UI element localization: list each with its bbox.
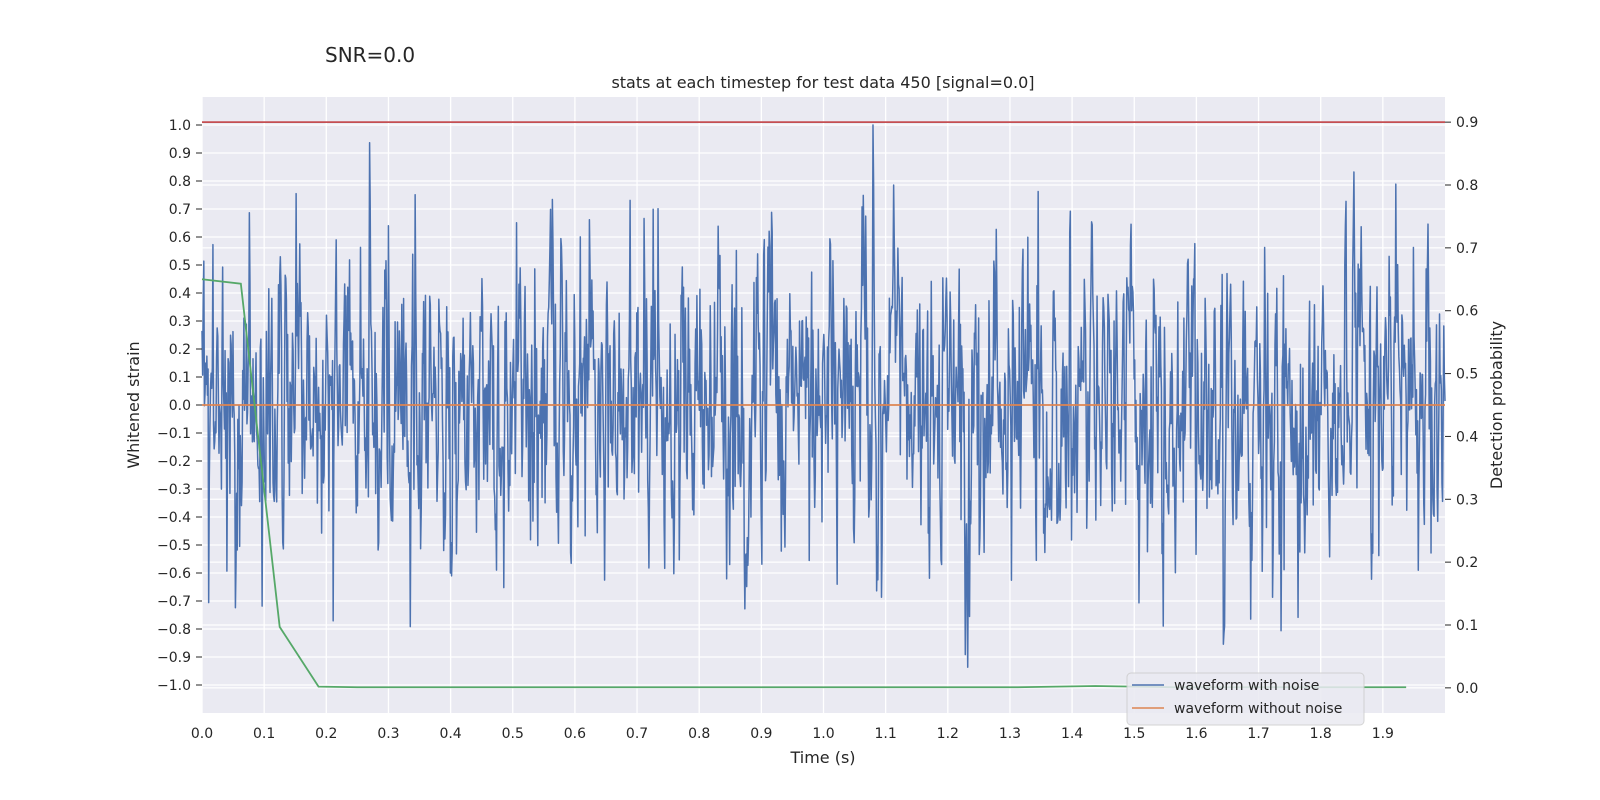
series-waveform-with-noise [201,124,1446,669]
y-axis-label: Whitened strain [124,341,143,468]
y-tick-label: −0.8 [157,622,191,638]
y-tick-label: −0.9 [157,650,191,666]
y-tick-label: −0.4 [157,510,191,526]
x-tick-label: 0.3 [377,726,399,742]
ticks-layer: 0.0 0.1 0.2 0.3 0.4 0.5 0.6 0.7 0.8 0.9 1.0 1.1 1.2 1… [157,115,1478,742]
x-tick-label: 1.8 [1310,726,1332,742]
x-tick-label: 0.1 [253,726,275,742]
legend-label-without-noise: waveform without noise [1174,701,1342,717]
x-tick-label: 1.0 [812,726,834,742]
x-tick-label: 0.4 [439,726,461,742]
y-tick-label: −0.1 [157,426,191,442]
y2-tick-label: 0.9 [1456,115,1478,131]
x-tick-label: 1.6 [1185,726,1207,742]
y-tick-label: −0.6 [157,566,191,582]
y-tick-label: −0.3 [157,482,191,498]
x-tick-label: 0.8 [688,726,710,742]
y2-tick-label: 0.1 [1456,618,1478,634]
y-tick-label: 0.9 [169,146,191,162]
y2-tick-label: 0.0 [1456,681,1478,697]
x-tick-label: 0.0 [191,726,213,742]
x-tick-label: 0.5 [502,726,524,742]
chart-title: stats at each timestep for test data 450… [611,73,1034,92]
x-tick-label: 1.9 [1372,726,1394,742]
y2-tick-label: 0.2 [1456,555,1478,571]
x-tick-label: 0.9 [750,726,772,742]
x-tick-label: 1.3 [999,726,1021,742]
x-tick-label: 1.2 [937,726,959,742]
y-tick-label: −0.2 [157,454,191,470]
x-tick-label: 1.7 [1247,726,1269,742]
y-tick-label: 0.3 [169,314,191,330]
x-tick-label: 1.1 [875,726,897,742]
y-tick-label: 0.7 [169,202,191,218]
legend: waveform with noise waveform without noi… [1126,672,1365,726]
y-tick-label: 0.0 [169,398,191,414]
y-tick-label: 0.2 [169,342,191,358]
x-tick-label: 0.7 [626,726,648,742]
y-tick-label: 0.4 [169,286,191,302]
y-tick-label: 1.0 [169,118,191,134]
y2-tick-label: 0.6 [1456,304,1478,320]
legend-label-with-noise: waveform with noise [1174,678,1319,694]
y2-axis-label: Detection probability [1487,321,1506,489]
y2-tick-label: 0.7 [1456,241,1478,257]
y2-tick-label: 0.4 [1456,429,1478,445]
y2-tick-label: 0.8 [1456,178,1478,194]
x-axis-label: Time (s) [789,748,855,767]
y-tick-label: −1.0 [157,678,191,694]
y2-tick-label: 0.3 [1456,492,1478,508]
x-tick-label: 0.2 [315,726,337,742]
x-tick-label: 1.5 [1123,726,1145,742]
y-tick-label: −0.5 [157,538,191,554]
y-tick-label: 0.5 [169,258,191,274]
y-tick-label: 0.8 [169,174,191,190]
y2-tick-label: 0.5 [1456,367,1478,383]
y-tick-label: 0.6 [169,230,191,246]
y-tick-label: −0.7 [157,594,191,610]
legend-box [1126,672,1365,726]
chart-suptitle: SNR=0.0 [325,43,415,67]
y-tick-label: 0.1 [169,370,191,386]
x-tick-label: 1.4 [1061,726,1083,742]
x-tick-label: 0.6 [564,726,586,742]
